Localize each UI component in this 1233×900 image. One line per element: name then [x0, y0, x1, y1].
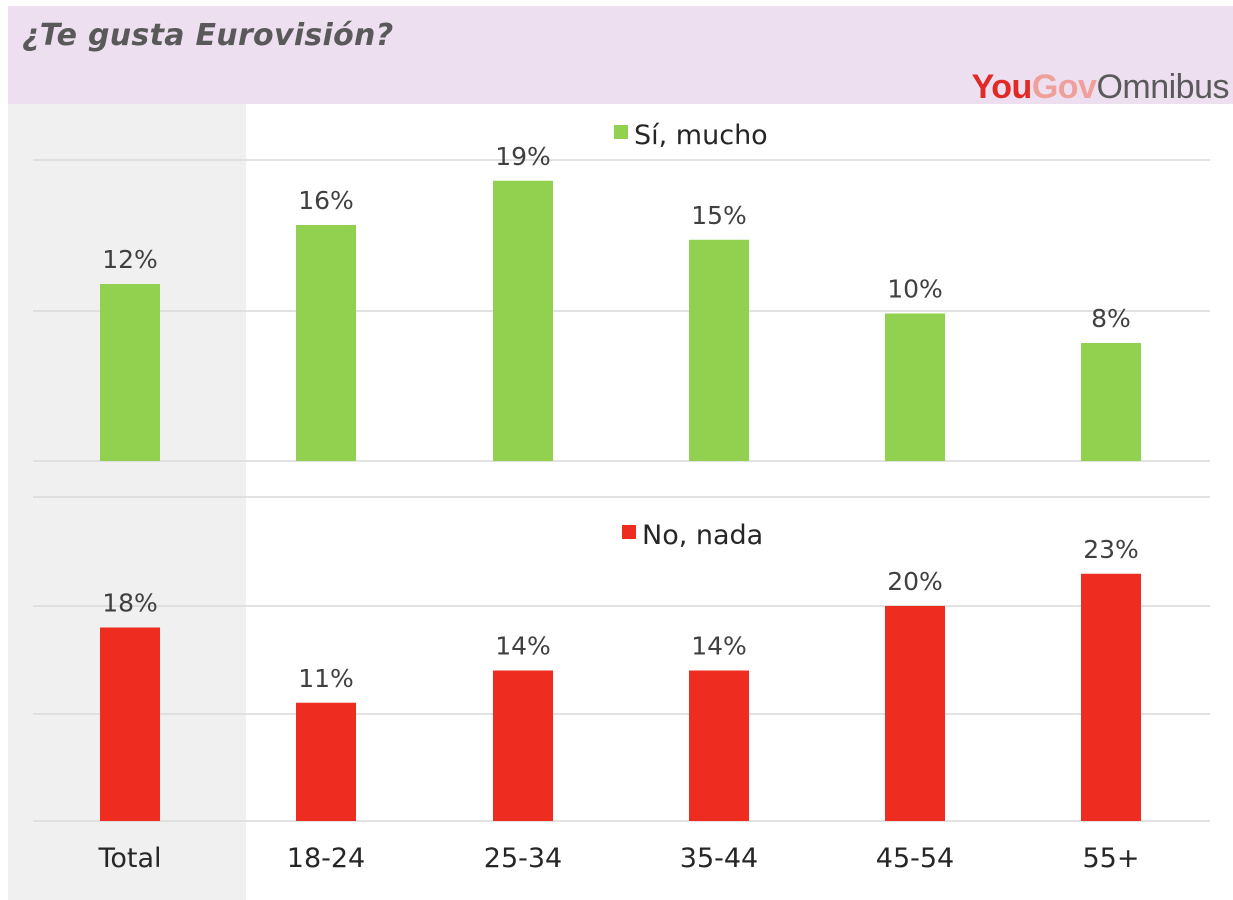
data-label-no-nada-Total: 18%: [102, 589, 158, 618]
bar-si-mucho-18-24: [296, 225, 356, 461]
data-label-no-nada-18-24: 11%: [298, 664, 354, 693]
data-label-si-mucho-18-24: 16%: [298, 186, 354, 215]
legend-label-si-mucho: Sí, mucho: [634, 120, 768, 151]
chart-title: ¿Te gusta Eurovisión?: [22, 18, 394, 53]
data-label-si-mucho-55+: 8%: [1091, 304, 1131, 333]
data-label-si-mucho-Total: 12%: [102, 245, 158, 274]
legend-label-no-nada: No, nada: [642, 520, 763, 551]
data-label-si-mucho-25-34: 19%: [495, 142, 551, 171]
bar-si-mucho-55+: [1081, 343, 1141, 461]
bar-no-nada-45-54: [885, 606, 945, 821]
legend-swatch-no-nada: [622, 525, 636, 539]
x-tick-label-35-44: 35-44: [680, 843, 758, 874]
x-tick-label-18-24: 18-24: [287, 843, 365, 874]
bar-no-nada-35-44: [689, 670, 749, 821]
x-tick-label-55+: 55+: [1083, 843, 1140, 874]
x-tick-label-25-34: 25-34: [484, 843, 562, 874]
chart-header: ¿Te gusta Eurovisión? YouGovOmnibus: [8, 6, 1233, 104]
data-label-no-nada-25-34: 14%: [495, 632, 551, 661]
bar-si-mucho-45-54: [885, 313, 945, 461]
bar-no-nada-18-24: [296, 702, 356, 821]
brand-logo-gov: Gov: [1031, 68, 1097, 106]
bar-si-mucho-25-34: [493, 180, 553, 461]
legend-swatch-si-mucho: [614, 125, 628, 139]
bar-no-nada-55+: [1081, 573, 1141, 821]
brand-logo-omnibus: Omnibus: [1096, 68, 1229, 106]
brand-logo: YouGovOmnibus: [971, 68, 1230, 106]
bar-no-nada-Total: [100, 627, 160, 821]
bar-si-mucho-Total: [100, 284, 160, 461]
bar-si-mucho-35-44: [689, 239, 749, 461]
data-label-no-nada-55+: 23%: [1083, 535, 1139, 564]
data-label-no-nada-45-54: 20%: [887, 567, 943, 596]
data-label-si-mucho-35-44: 15%: [691, 201, 747, 230]
bar-no-nada-25-34: [493, 670, 553, 821]
data-label-si-mucho-45-54: 10%: [887, 275, 943, 304]
x-tick-label-45-54: 45-54: [876, 843, 954, 874]
x-tick-label-Total: Total: [97, 843, 161, 874]
brand-logo-you: You: [971, 68, 1033, 106]
data-label-no-nada-35-44: 14%: [691, 632, 747, 661]
